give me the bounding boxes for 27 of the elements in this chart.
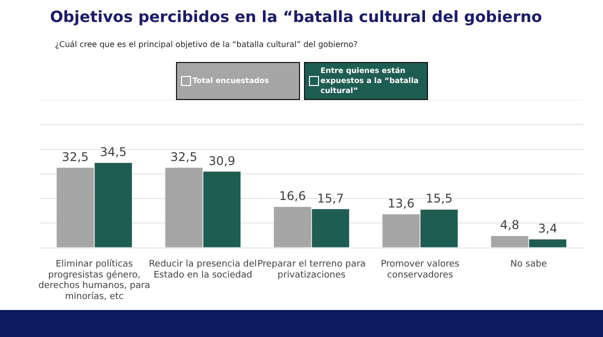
bar — [165, 168, 203, 248]
x-tick-label: Promover valores conservadores — [380, 260, 460, 280]
data-label: 34,5 — [100, 144, 127, 159]
data-label: 16,6 — [279, 189, 306, 204]
bar — [529, 239, 566, 248]
data-label: 32,5 — [62, 150, 89, 164]
data-label: 15,5 — [426, 192, 452, 206]
bar — [491, 236, 528, 248]
x-tick-label: No sabe — [510, 260, 548, 270]
x-tick-label: Preparar el terreno para privatizaciones — [257, 260, 366, 280]
x-tick-label: Reducir la presencia del Estado en la sociedad — [148, 260, 257, 280]
bar — [312, 209, 350, 248]
data-label: 32,5 — [170, 150, 198, 164]
data-label: 30,9 — [208, 154, 236, 168]
data-label: 13,6 — [388, 196, 414, 210]
bar — [382, 214, 420, 248]
chart-title: Objetivos percibidos en la “batalla cultural del gobierno — [50, 8, 542, 26]
data-label: 15,7 — [317, 191, 344, 206]
bar — [56, 168, 94, 248]
bar — [94, 162, 132, 248]
bar — [274, 206, 312, 248]
data-label: 3,4 — [538, 222, 558, 236]
x-tick-label: Eliminar políticas progresistas género, derechos humanos, para minorías, etc — [38, 258, 150, 302]
bar — [203, 172, 241, 248]
bar — [420, 210, 458, 248]
data-label: 4,8 — [500, 218, 520, 232]
chart-subtitle: ¿Cuál cree que es el principal objetivo de la “batalla cultural” del gobierno? — [55, 40, 358, 49]
